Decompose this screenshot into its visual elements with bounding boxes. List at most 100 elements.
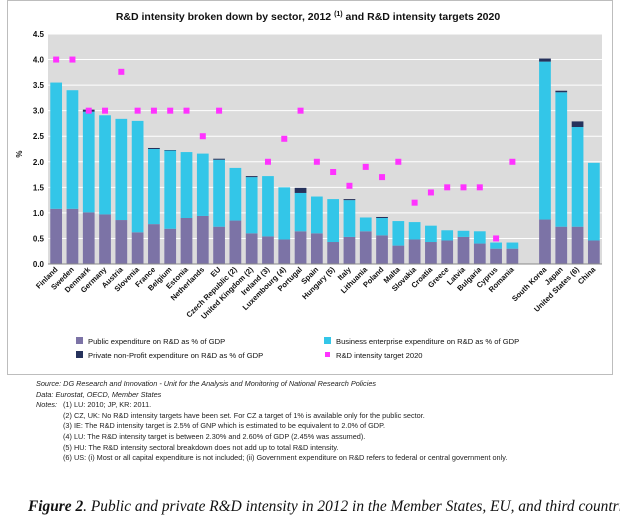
bar-segment	[571, 121, 584, 128]
y-tick-label: 4.5	[33, 30, 45, 39]
target-marker	[476, 184, 483, 191]
bar-segment	[180, 218, 193, 264]
bar-segment	[82, 212, 95, 264]
bar-segment	[164, 228, 177, 264]
legend-marker-target	[325, 352, 330, 357]
bar-segment	[294, 192, 307, 232]
bar-segment	[392, 245, 405, 264]
y-tick-label: 0.0	[33, 260, 45, 269]
target-marker	[379, 174, 386, 181]
data-text: Eurostat, OECD, Member States	[53, 389, 162, 399]
target-marker	[199, 133, 206, 140]
bar-segment	[343, 200, 356, 237]
target-marker	[509, 158, 516, 165]
bar-segment	[539, 61, 551, 220]
chart-container: R&D intensity broken down by sector, 201…	[7, 0, 613, 375]
target-marker	[69, 56, 76, 63]
bar-segment	[539, 58, 551, 62]
data-line: Data: Eurostat, OECD, Member States	[36, 390, 611, 401]
bar-segment	[50, 208, 63, 264]
bar-segment	[229, 220, 242, 264]
bar-segment	[490, 242, 502, 249]
bar-segment	[555, 90, 568, 93]
bar-segment	[425, 242, 437, 264]
notes-label: Notes:	[36, 400, 58, 410]
target-marker	[216, 107, 223, 114]
bar-segment	[245, 233, 258, 264]
legend-label: Public expenditure on R&D as % of GDP	[88, 337, 225, 346]
bar-segment	[131, 120, 144, 233]
bar-segment	[376, 235, 388, 264]
note-line-6: (6) US: (i) Most or all capital expendit…	[63, 453, 508, 463]
y-tick-label: 3.0	[33, 107, 45, 116]
bar-segment	[245, 176, 258, 178]
y-tick-label: 0.5	[33, 234, 45, 243]
chart-legend: Public expenditure on R&D as % of GDP Bus…	[76, 337, 519, 360]
target-marker	[313, 158, 320, 165]
bar-segment	[180, 152, 193, 218]
note-line-2: (2) CZ, UK: No R&D intensity targets hav…	[63, 410, 425, 420]
bar-segment	[66, 208, 79, 264]
target-marker	[346, 182, 353, 189]
bar-segment	[99, 115, 111, 215]
bar-segment	[99, 214, 111, 264]
figure-caption: Figure 2. Public and private R&D intensi…	[28, 498, 620, 516]
bar-segment	[66, 90, 79, 209]
bar-segment	[245, 177, 258, 234]
target-marker	[330, 169, 337, 175]
target-marker	[264, 158, 271, 165]
bar-segment	[571, 127, 584, 227]
y-tick-label: 4.0	[33, 56, 45, 65]
bar-segment	[196, 153, 209, 216]
bar-segment	[82, 111, 95, 213]
bar-segment	[148, 149, 160, 225]
bar-segment	[392, 221, 405, 246]
bar-segment	[310, 233, 323, 264]
bar-segment	[359, 231, 372, 264]
target-marker	[493, 235, 500, 242]
bar-segment	[555, 92, 568, 227]
bar-segment	[587, 240, 600, 264]
y-axis-label: %	[15, 150, 24, 157]
target-marker	[102, 107, 109, 114]
bar-segment	[425, 225, 437, 243]
bar-segment	[229, 167, 242, 221]
bar-segment	[457, 230, 470, 237]
bar-segment	[490, 248, 502, 264]
bar-segment	[50, 82, 63, 209]
bar-segment	[148, 147, 160, 149]
legend-label: Private non-Profit expenditure on R&D as…	[88, 351, 263, 360]
bar-segment	[294, 187, 307, 193]
bar-segment	[213, 226, 225, 264]
bar-segment	[408, 222, 421, 240]
target-marker	[281, 135, 288, 142]
figure-caption-text: . Public and private R&D intensity in 20…	[83, 498, 620, 515]
bar-segment	[213, 159, 225, 227]
bar-segment	[310, 196, 323, 234]
source-notes: Source: DG Research and Innovation - Uni…	[36, 379, 611, 464]
legend-label: Business enterprise expenditure on R&D a…	[336, 337, 519, 346]
target-marker	[444, 184, 451, 191]
y-tick-label: 1.0	[33, 209, 45, 218]
bar-segment	[506, 248, 519, 264]
plot-area	[48, 34, 602, 264]
bar-segment	[441, 230, 454, 241]
target-marker	[427, 189, 434, 196]
target-marker	[134, 107, 141, 114]
data-label: Data:	[36, 389, 54, 399]
target-marker	[297, 107, 304, 114]
bar-segment	[327, 199, 340, 243]
source-label: Source:	[36, 379, 62, 388]
figure-label: Figure 2	[28, 498, 84, 515]
bar-segment	[376, 216, 388, 218]
legend-swatch	[76, 337, 83, 344]
target-marker	[460, 184, 467, 191]
bar-segment	[473, 231, 486, 244]
chart-title: R&D intensity broken down by sector, 201…	[116, 11, 501, 23]
bar-segment	[213, 158, 225, 160]
bar-segment	[343, 236, 356, 264]
y-tick-label: 2.5	[33, 132, 45, 141]
bar-segment	[262, 176, 274, 237]
stacked-bar-chart: R&D intensity broken down by sector, 201…	[15, 11, 602, 360]
bar-segment	[327, 242, 340, 264]
